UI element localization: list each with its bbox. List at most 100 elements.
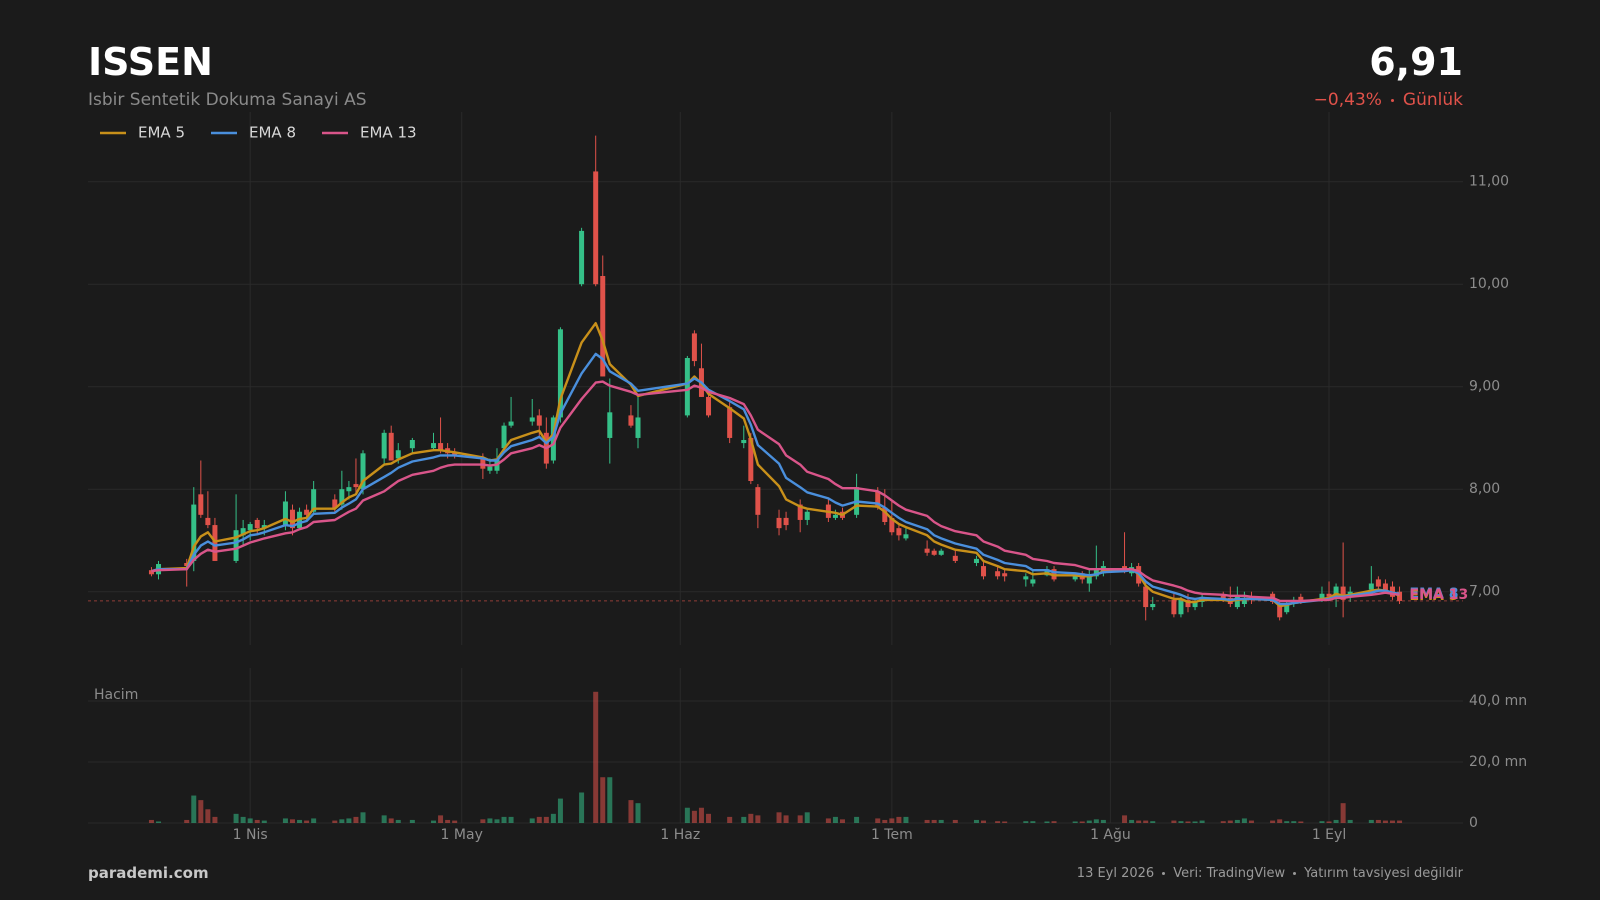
candles: [148, 135, 1403, 621]
candle-body: [579, 230, 585, 285]
volume-bar: [304, 820, 310, 823]
candle-body: [600, 276, 606, 377]
volume-bar: [1248, 820, 1254, 823]
volume-bar: [854, 816, 860, 823]
candle-body: [381, 432, 387, 459]
volume-bar: [1333, 819, 1339, 823]
volume-bar: [1171, 820, 1177, 823]
volume-bar: [409, 819, 415, 823]
volume-bar: [1284, 821, 1290, 823]
volume-bar: [938, 819, 944, 823]
candle-body: [903, 534, 909, 539]
volume-bar: [198, 800, 204, 823]
volume-tick-label: 40,0 mn: [1469, 693, 1527, 709]
volume-bar: [1129, 819, 1135, 823]
volume-bar: [797, 815, 803, 823]
volume-bar: [508, 816, 514, 823]
volume-bar: [1072, 821, 1078, 823]
volume-bar: [339, 819, 345, 823]
candle-body: [332, 499, 338, 508]
separator: [1293, 872, 1297, 875]
candle-body: [487, 466, 493, 471]
volume-bar: [875, 818, 881, 823]
ema-line: [151, 352, 1400, 606]
candle-body: [261, 525, 267, 529]
volume-bar: [501, 816, 507, 823]
volume-bar: [748, 813, 754, 823]
candle-body: [635, 417, 641, 438]
candle-body: [1234, 596, 1240, 608]
candle-body: [395, 450, 401, 459]
candle-body: [1178, 599, 1184, 615]
volume-bar: [1044, 821, 1050, 823]
ema-lines: [151, 322, 1400, 608]
legend-label: EMA 8: [249, 124, 296, 142]
volume-bar: [981, 820, 987, 823]
candle-body: [304, 509, 310, 515]
candle-body: [1023, 576, 1029, 580]
volume-bar: [1079, 821, 1085, 823]
volume-tick-label: 20,0 mn: [1469, 754, 1527, 770]
volume-bar: [282, 818, 288, 823]
volume-bar: [438, 815, 444, 823]
volume-bar: [635, 803, 641, 823]
volume-bar: [1397, 820, 1403, 823]
candle-body: [1185, 599, 1191, 608]
candle-body: [832, 514, 838, 518]
volume-bar: [706, 813, 712, 823]
volume-bar: [332, 820, 338, 823]
y-tick-label: 8,00: [1469, 481, 1500, 497]
candle-body: [1192, 601, 1198, 608]
volume-bar: [995, 821, 1001, 823]
volume-bar: [691, 810, 697, 823]
volume-bar: [1150, 821, 1156, 823]
footer-date: 13 Eyl 2026: [1076, 866, 1155, 881]
candle-body: [1319, 593, 1325, 600]
candle-body: [388, 432, 394, 461]
candle-body: [550, 417, 556, 461]
candle-body: [247, 524, 253, 531]
volume-bar: [931, 819, 937, 823]
candle-body: [797, 504, 803, 520]
candle-body: [191, 504, 197, 561]
footer-notes: 13 Eyl 2026 Veri: TradingView Yatırım ta…: [1077, 866, 1463, 881]
volume-bar: [536, 816, 542, 823]
candle-body: [727, 407, 733, 438]
volume-bar: [839, 819, 845, 823]
volume-bar: [254, 819, 260, 823]
candle-body: [1284, 604, 1290, 613]
volume-bar: [1192, 821, 1198, 823]
candle-body: [1072, 576, 1078, 580]
volume-bar: [191, 795, 197, 823]
volume-bar: [755, 815, 761, 823]
volume-bar: [395, 819, 401, 823]
volume-bar: [1241, 818, 1247, 823]
candle-body: [529, 417, 535, 422]
volume-bar: [1382, 820, 1388, 823]
volume-bar: [1227, 820, 1233, 823]
ticker: ISSEN: [88, 40, 213, 84]
candle-body: [205, 517, 211, 526]
volume-bar: [741, 816, 747, 823]
candle-body: [931, 550, 937, 555]
volume-bar: [1234, 819, 1240, 823]
volume-bar: [550, 813, 556, 823]
volume-bar: [346, 818, 352, 823]
price-change: −0,43% Günlük: [1314, 90, 1463, 110]
separator: [1162, 872, 1166, 875]
candle-body: [1086, 576, 1092, 584]
candle-body: [593, 171, 599, 285]
volume-bar: [1319, 821, 1325, 823]
candle-body: [1397, 591, 1403, 601]
candle-body: [1143, 586, 1149, 608]
candle-body: [804, 511, 810, 520]
volume-bar: [494, 819, 500, 823]
volume-bar: [1178, 821, 1184, 823]
volume-bar: [628, 800, 634, 823]
ema-end-label: EMA 13: [1410, 587, 1469, 603]
candle-body: [254, 519, 260, 529]
legend-label: EMA 13: [360, 124, 417, 142]
y-tick-label: 7,00: [1469, 584, 1500, 600]
candle-body: [212, 525, 218, 561]
volume-bar: [529, 818, 535, 823]
